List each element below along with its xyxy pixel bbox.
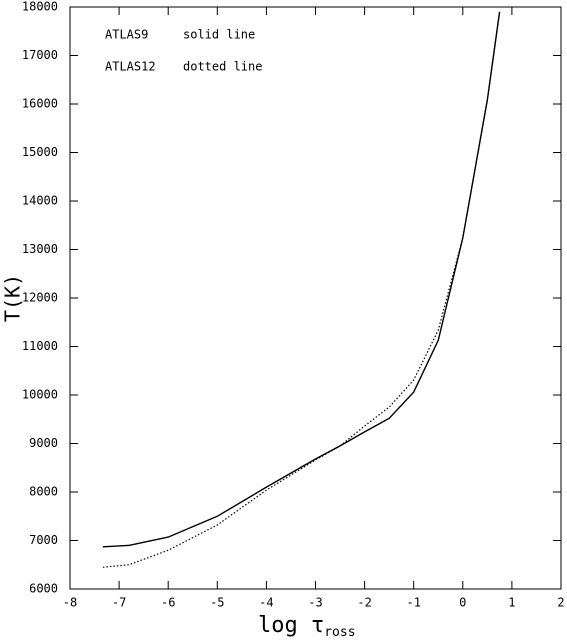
legend-label: ATLAS12 [105,60,156,74]
y-tick-label: 15000 [22,145,58,159]
x-tick-label: -7 [112,596,126,610]
x-tick-label: -1 [406,596,420,610]
y-tick-label: 17000 [22,48,58,62]
y-tick-label: 8000 [29,485,58,499]
x-tick-label: -3 [308,596,322,610]
x-axis-label-subscript: ross [324,625,355,640]
x-axis-label: log τross [258,613,356,640]
x-tick-label: -2 [357,596,371,610]
series-line [102,11,501,548]
plot-frame [69,6,562,590]
y-tick-label: 11000 [22,339,58,353]
x-tick-label: -5 [210,596,224,610]
y-tick-label: 9000 [29,436,58,450]
y-tick-label: 7000 [29,533,58,547]
x-axis-label-main: log τ [258,613,324,638]
legend-label: dotted line [183,60,262,74]
y-tick-label: 13000 [22,242,58,256]
x-tick-label: -6 [161,596,175,610]
y-axis-label: T(K) [1,274,25,322]
x-tick-label: 1 [508,596,515,610]
y-tick-label: 10000 [22,388,58,402]
y-tick-label: 16000 [22,97,58,111]
series-line [102,11,501,568]
x-tick-label: 2 [557,596,564,610]
legend-label: solid line [183,28,255,42]
x-tick-label: -8 [63,596,77,610]
y-tick-label: 6000 [29,582,58,596]
y-tick-label: 14000 [22,194,58,208]
y-tick-label: 18000 [22,0,58,14]
y-tick-label: 12000 [22,291,58,305]
x-tick-label: 0 [459,596,466,610]
legend-label: ATLAS9 [105,28,148,42]
x-tick-label: -4 [259,596,273,610]
